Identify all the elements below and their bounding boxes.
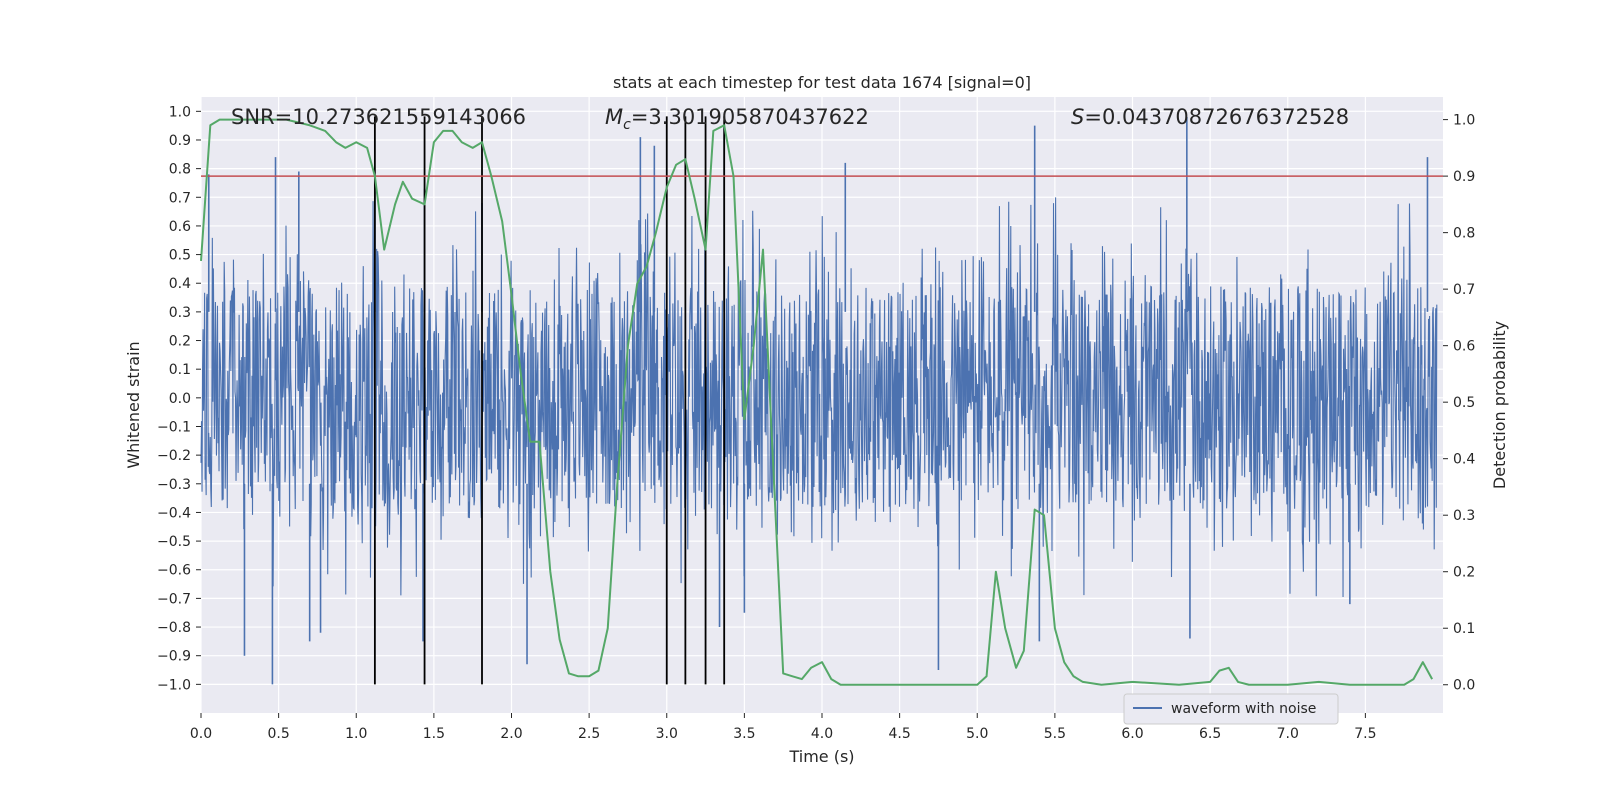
y-left-tick-label: 0.8 [169,162,191,178]
y-left-tick-label: 1.0 [169,104,191,120]
chirp-mass-symbol: M [605,105,623,129]
x-tick-label: 4.0 [811,726,833,742]
y-right-tick-label: 0.7 [1453,282,1475,298]
x-tick-label: 1.5 [423,726,445,742]
y-right-tick-label: 0.3 [1453,508,1475,524]
y-left-tick-label: −1.0 [157,677,191,693]
y-left-tick-label: 0.0 [169,391,191,407]
x-tick-label: 7.5 [1354,726,1376,742]
chirp-mass-subscript: c [623,117,631,133]
x-axis: 0.0 0.5 1.0 1.5 2.0 2.5 3.0 3.5 4.0 4.5 5.0 5.5 6.0 6… [190,713,1377,742]
x-tick-label: 0.5 [267,726,289,742]
chart-title: stats at each timestep for test data 167… [613,73,1031,92]
detection-probability-series [200,118,1434,686]
x-tick-label: 6.5 [1199,726,1221,742]
y-right-tick-label: 0.9 [1453,169,1475,185]
y-left-tick-label: 0.3 [169,305,191,321]
y-left-tick-label: 0.7 [169,190,191,206]
x-tick-label: 4.5 [888,726,910,742]
y-right-tick-label: 0.6 [1453,339,1475,355]
legend-box [1123,693,1339,725]
y-right-tick-label: 0.0 [1453,678,1475,694]
y-left-tick-label: −0.8 [157,620,191,636]
y-right-tick-label: 0.2 [1453,565,1475,581]
y-right-tick-label: 0.5 [1453,395,1475,411]
y-left-tick-label: −0.3 [157,477,191,493]
vertical-markers [373,116,726,685]
y-right-tick-label: 0.4 [1453,452,1475,468]
y-axis-left-title: Whitened strain [124,341,143,468]
waveform-line [200,197,1438,597]
x-tick-label: 1.0 [345,726,367,742]
x-tick-label: 2.0 [500,726,522,742]
score-value: =0.04370872676372528 [1084,105,1349,129]
legend: waveform with noise [1123,693,1339,725]
legend-label: waveform with noise [1171,701,1316,717]
x-tick-label: 3.0 [656,726,678,742]
y-left-tick-label: −0.4 [157,505,191,521]
y-left-tick-label: 0.2 [169,334,191,350]
x-tick-label: 5.5 [1044,726,1066,742]
y-left-tick-label: 0.4 [169,276,191,292]
y-right-tick-label: 1.0 [1453,113,1475,129]
x-tick-label: 3.5 [733,726,755,742]
y-left-tick-label: 0.5 [169,248,191,264]
y-left-tick-label: −0.5 [157,534,191,550]
score-annotation: S=0.04370872676372528 [1071,105,1349,129]
snr-annotation: SNR=10.273621559143066 [231,105,526,129]
y-left-tick-label: −0.9 [157,649,191,665]
y-right-tick-label: 0.8 [1453,226,1475,242]
detection-probability-line [200,118,1434,686]
y-left-tick-label: 0.9 [169,133,191,149]
y-axis-left: 1.0 0.9 0.8 0.7 0.6 0.5 0.4 0.3 0.2 0.1 0.0 −0.1 −0.… [157,104,201,693]
y-left-tick-label: 0.6 [169,219,191,235]
y-left-tick-label: −0.1 [157,419,191,435]
x-tick-label: 6.0 [1121,726,1143,742]
x-tick-label: 2.5 [578,726,600,742]
chirp-mass-annotation: Mc=3.301905870437622 [605,105,869,133]
score-symbol: S [1071,105,1084,129]
x-tick-label: 5.0 [966,726,988,742]
y-left-tick-label: −0.6 [157,563,191,579]
y-axis-right-title: Detection probability [1490,321,1509,489]
x-tick-label: 7.0 [1277,726,1299,742]
x-tick-label: 0.0 [190,726,212,742]
y-axis-right: 1.0 0.9 0.8 0.7 0.6 0.5 0.4 0.3 0.2 0.1 0.0 [1443,113,1475,694]
y-left-tick-label: −0.2 [157,448,191,464]
y-left-tick-label: −0.7 [157,591,191,607]
x-axis-title: Time (s) [788,747,854,766]
chirp-mass-value: =3.301905870437622 [631,105,869,129]
y-right-tick-label: 0.1 [1453,621,1475,637]
y-left-tick-label: 0.1 [169,362,191,378]
